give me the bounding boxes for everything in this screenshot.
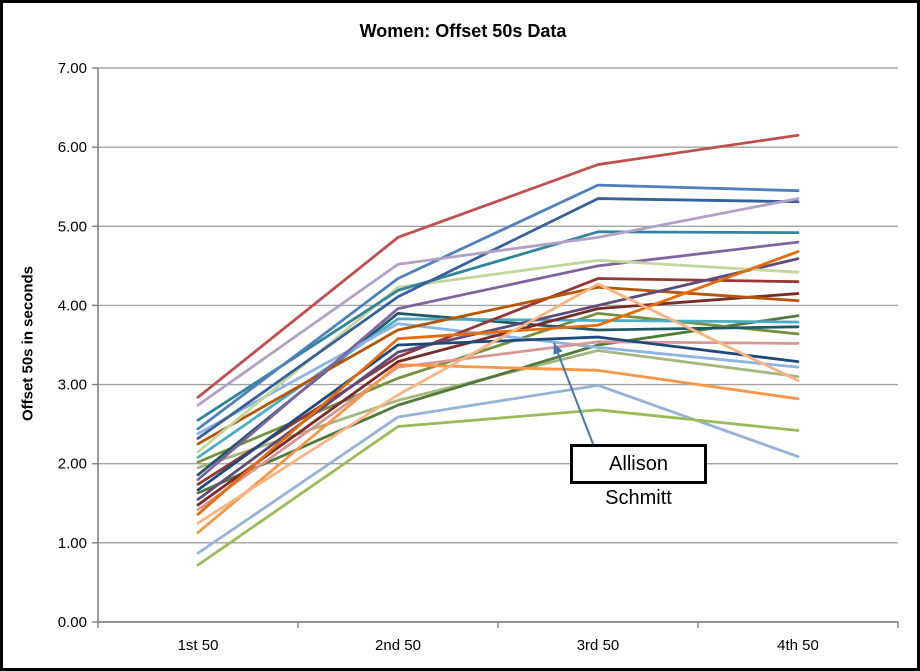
- chart-title: Women: Offset 50s Data: [359, 21, 567, 41]
- series-line-series-07[interactable]: [196, 277, 800, 486]
- series-line-series-18[interactable]: [196, 197, 800, 407]
- y-tick-label: 1.00: [58, 535, 87, 552]
- series-line-series-23[interactable]: [196, 383, 800, 555]
- series-line-series-09[interactable]: [196, 285, 800, 446]
- x-tick-label: 3rd 50: [577, 637, 620, 654]
- x-tick-label: 2nd 50: [375, 637, 421, 654]
- y-tick-label: 3.00: [58, 377, 87, 394]
- series-line-series-16[interactable]: [196, 197, 800, 440]
- series-line-series-11[interactable]: [196, 240, 800, 481]
- y-tick-label: 2.00: [58, 456, 87, 473]
- annotation-arrow: [553, 342, 594, 445]
- x-tick-label: 1st 50: [178, 637, 219, 654]
- y-tick-label: 6.00: [58, 139, 87, 156]
- series-line-series-21[interactable]: [196, 250, 800, 516]
- chart-plot-area: 0.00 1.00 2.00 3.00 4.00 5.00 6.00 7.00 1st 50 2n…: [58, 60, 899, 654]
- series-line-series-22[interactable]: [196, 282, 800, 525]
- y-tick-label: 7.00: [58, 60, 87, 77]
- y-tick-label: 4.00: [58, 297, 87, 314]
- series-line-series-17[interactable]: [196, 183, 800, 431]
- x-tick-label: 4th 50: [777, 637, 819, 654]
- series-line-series-13[interactable]: [196, 340, 800, 512]
- series-line-series-20[interactable]: [196, 363, 800, 534]
- annotation-arrowhead: [553, 342, 563, 355]
- y-tick-label: 5.00: [58, 218, 87, 235]
- series-line-series-24[interactable]: [196, 408, 800, 567]
- y-tick-label: 0.00: [58, 614, 87, 631]
- series-line-series-19[interactable]: [196, 133, 800, 399]
- series-line-series-12[interactable]: [196, 258, 800, 454]
- series-line-series-08[interactable]: [196, 292, 800, 507]
- annotation-callout-box[interactable]: Allison Schmitt: [570, 444, 707, 509]
